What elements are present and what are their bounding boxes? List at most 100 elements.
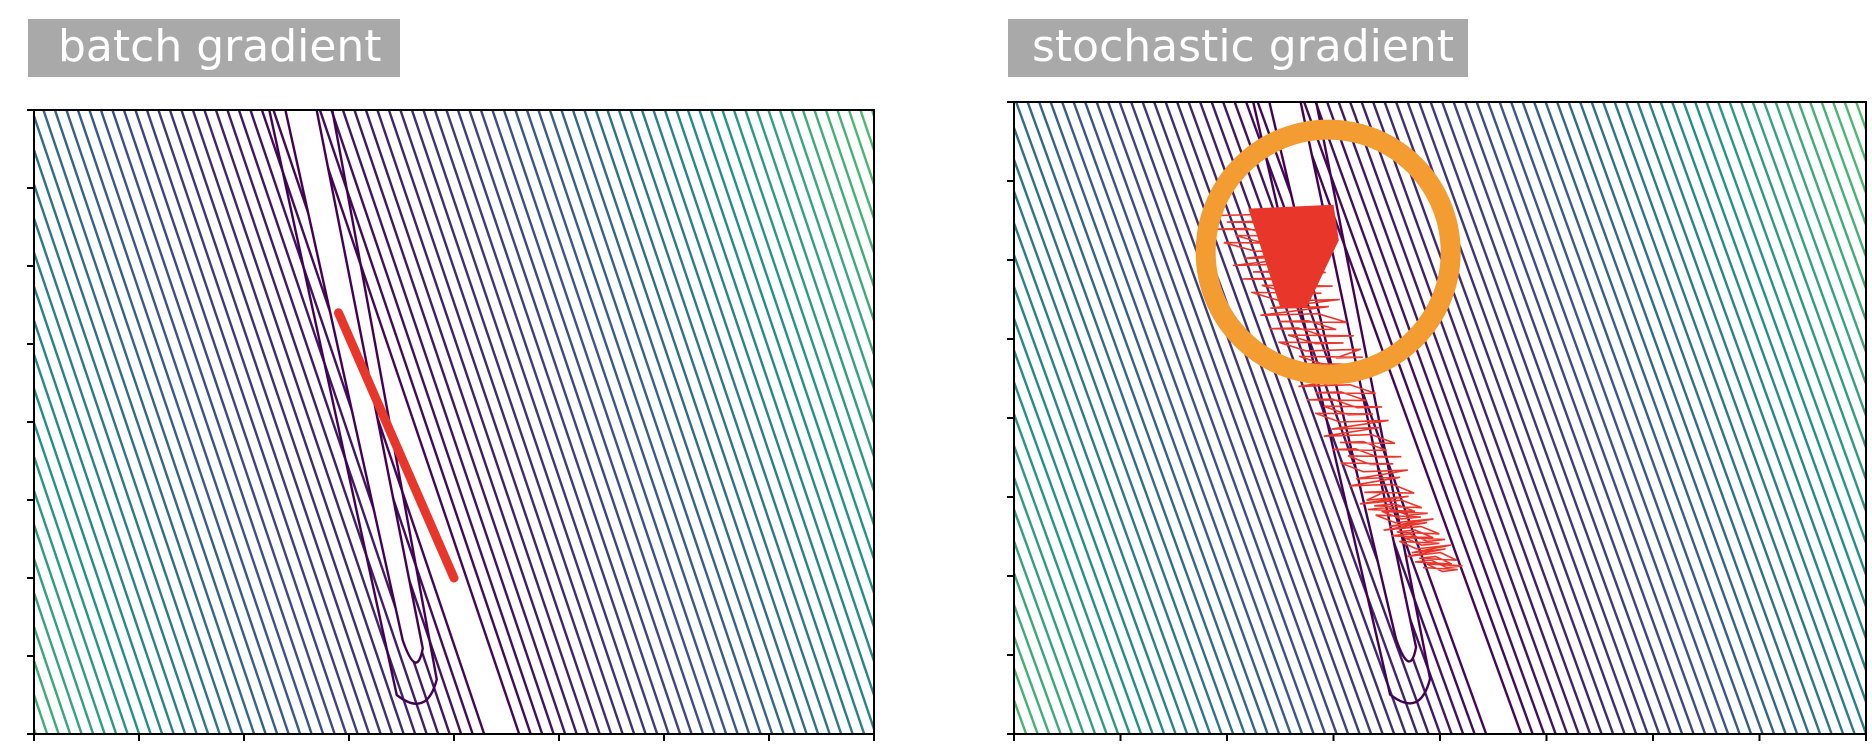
- contour-line: [145, 110, 359, 734]
- contour-line: [1774, 102, 1866, 356]
- contour-line: [583, 110, 797, 734]
- contour-line: [1164, 102, 1396, 734]
- contour-line: [1831, 102, 1866, 197]
- contour-line: [191, 110, 405, 734]
- contour-line: [34, 453, 129, 734]
- contour-line: [1175, 102, 1407, 734]
- contour-line: [709, 110, 874, 597]
- contour-line: [445, 110, 659, 734]
- valley-contour: [1251, 102, 1432, 705]
- contour-line: [1014, 633, 1051, 734]
- contour-line: [1555, 102, 1787, 734]
- contour-line: [571, 110, 785, 734]
- contour-line: [980, 92, 991, 744]
- contour-line: [1360, 102, 1592, 734]
- contour-line: [1129, 102, 1361, 734]
- contour-line: [755, 110, 874, 461]
- contour-line: [1705, 102, 1866, 547]
- contour-line: [548, 110, 762, 734]
- contour-line: [1072, 102, 1304, 734]
- valley-contour: [284, 110, 424, 664]
- contour-line: [1716, 102, 1866, 515]
- stochastic-gradient-plot: [980, 92, 1867, 744]
- contour-line: [1601, 102, 1833, 734]
- contour-line: [1348, 102, 1580, 734]
- contour-line: [330, 110, 544, 734]
- contour-line: [1014, 124, 1235, 734]
- contour-line: [34, 487, 118, 734]
- contour-line: [1429, 102, 1661, 734]
- highlight-circle: [1195, 119, 1461, 385]
- contour-line: [34, 282, 187, 734]
- contour-line: [34, 350, 164, 734]
- contour-line: [824, 110, 874, 257]
- contour-line: [1014, 346, 1154, 734]
- contour-line: [537, 110, 751, 734]
- contour-line: [122, 110, 336, 734]
- contour-line: [53, 110, 267, 734]
- contour-line: [1014, 219, 1200, 734]
- contour-line: [34, 214, 210, 734]
- contour-line: [1739, 102, 1866, 451]
- contour-line: [1095, 102, 1327, 734]
- contour-line: [1291, 102, 1523, 734]
- contour-line: [353, 110, 567, 734]
- contour-line: [341, 110, 555, 734]
- contour-line: [111, 110, 325, 734]
- contour-line: [652, 110, 866, 734]
- contour-line: [721, 110, 874, 563]
- contour-line: [744, 110, 874, 495]
- contour-line: [801, 110, 874, 325]
- contour-line: [34, 146, 233, 734]
- contour-line: [1544, 102, 1776, 734]
- contour-line: [1532, 102, 1764, 734]
- contour-line: [1014, 601, 1062, 734]
- contour-line: [675, 110, 874, 699]
- contour-line: [1014, 102, 1246, 734]
- chart-title-stochastic: stochastic gradient: [1008, 19, 1469, 77]
- contour-line: [594, 110, 808, 734]
- contour-line: [422, 110, 636, 734]
- contour-line: [1785, 102, 1866, 324]
- contour-line: [387, 110, 601, 734]
- contour-line: [1808, 102, 1866, 261]
- contour-line: [491, 110, 705, 734]
- contour-line: [1302, 102, 1534, 734]
- contour-line: [1026, 102, 1258, 734]
- contour-line: [629, 110, 843, 734]
- contour-line: [307, 110, 521, 734]
- contour-line: [1014, 378, 1143, 734]
- contour-line: [1624, 102, 1856, 734]
- gradient-path: [334, 308, 459, 583]
- contour-line: [34, 384, 152, 734]
- contour-line: [1060, 102, 1292, 734]
- contour-line: [0, 100, 23, 744]
- contour-line: [698, 110, 874, 631]
- contour-line: [1014, 187, 1212, 734]
- contour-line: [34, 521, 106, 734]
- contour-line: [1049, 102, 1281, 734]
- contour-line: [663, 110, 874, 733]
- contour-line: [606, 110, 820, 734]
- contour-line: [836, 110, 874, 223]
- contour-line: [1578, 102, 1810, 734]
- contour-line: [1647, 102, 1866, 706]
- contour-line: [778, 110, 874, 393]
- contour-line: [168, 110, 382, 734]
- contour-line: [1417, 102, 1649, 734]
- contour-line: [214, 110, 428, 734]
- contour-line: [134, 110, 348, 734]
- contour-line: [514, 110, 728, 734]
- contour-line: [364, 110, 578, 734]
- contour-line: [1314, 102, 1546, 734]
- gradient-path-start: [1248, 204, 1339, 308]
- contour-lines: [0, 100, 874, 744]
- contour-line: [456, 110, 670, 734]
- contour-line: [1751, 102, 1866, 420]
- contour-line: [1014, 569, 1074, 734]
- contour-line: [870, 110, 874, 120]
- contour-line: [1475, 102, 1707, 734]
- contour-line: [560, 110, 774, 734]
- chart-title-batch: batch gradient: [28, 19, 400, 77]
- contour-line: [502, 110, 716, 734]
